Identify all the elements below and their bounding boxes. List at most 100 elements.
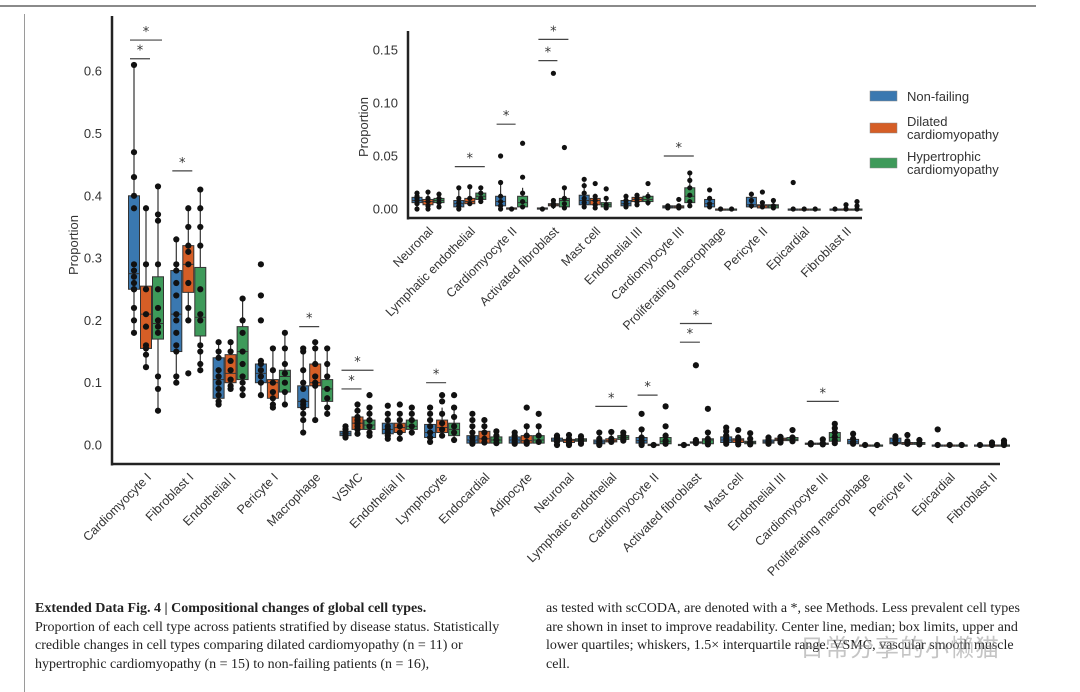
data-point bbox=[850, 440, 857, 447]
data-point bbox=[408, 410, 415, 417]
data-point bbox=[281, 388, 288, 396]
data-point bbox=[324, 360, 331, 368]
data-point bbox=[478, 190, 484, 196]
data-point bbox=[396, 423, 403, 430]
data-point bbox=[645, 200, 651, 206]
data-point bbox=[215, 367, 222, 374]
data-point bbox=[645, 193, 651, 199]
data-point bbox=[904, 440, 911, 447]
data-point bbox=[934, 426, 941, 433]
data-point bbox=[185, 370, 192, 377]
data-point bbox=[493, 432, 500, 439]
main-category-cardiomyocyte-iii bbox=[804, 420, 841, 448]
data-point bbox=[723, 440, 730, 447]
data-point bbox=[312, 360, 319, 368]
main-y-axis-label: Proportion bbox=[66, 215, 81, 275]
data-point bbox=[535, 432, 542, 439]
main-category-proliferating-macrophage bbox=[847, 430, 884, 449]
box-dilated-cardiomyopathy bbox=[140, 285, 152, 349]
data-point bbox=[469, 440, 476, 447]
data-point bbox=[257, 373, 264, 380]
data-point bbox=[197, 367, 204, 374]
data-point bbox=[173, 317, 180, 324]
data-point bbox=[831, 429, 838, 436]
inset-category-epicardial bbox=[787, 179, 821, 212]
data-point bbox=[946, 441, 953, 449]
data-point bbox=[789, 438, 796, 445]
main-category-endothelial-ii bbox=[381, 401, 418, 442]
inset-y-tick-label: 0.00 bbox=[373, 202, 398, 217]
data-point bbox=[577, 440, 585, 447]
main-category-pericyte-i bbox=[254, 261, 291, 411]
data-point bbox=[269, 379, 276, 386]
legend-label: Hypertrophic bbox=[907, 149, 981, 164]
main-category-fibroblast-i bbox=[170, 186, 207, 386]
data-point bbox=[154, 323, 162, 330]
data-point bbox=[142, 351, 150, 358]
data-point bbox=[603, 205, 609, 211]
inset-y-tick-label: 0.15 bbox=[373, 43, 398, 58]
page-top-rule bbox=[0, 5, 1036, 7]
caption-title: Extended Data Fig. 4 | Compositional cha… bbox=[35, 601, 427, 616]
data-point bbox=[523, 440, 530, 447]
data-point bbox=[239, 392, 246, 399]
data-point bbox=[396, 416, 403, 424]
data-point bbox=[269, 345, 276, 352]
main-category-adipocyte bbox=[508, 404, 545, 447]
data-point bbox=[142, 286, 150, 293]
significance-star: * bbox=[354, 355, 361, 370]
significance-star: * bbox=[608, 391, 615, 406]
data-point bbox=[130, 205, 138, 212]
data-point bbox=[520, 190, 526, 196]
data-point bbox=[481, 429, 488, 436]
data-point bbox=[281, 401, 288, 408]
significance-star: * bbox=[467, 152, 474, 167]
data-point bbox=[173, 379, 180, 386]
data-point bbox=[916, 441, 923, 448]
data-point bbox=[451, 436, 458, 444]
main-x-tick-label: Cardiomyocyte I bbox=[80, 470, 154, 544]
data-point bbox=[130, 304, 138, 312]
data-point bbox=[620, 437, 627, 444]
data-point bbox=[354, 430, 361, 437]
data-point bbox=[645, 180, 651, 187]
data-point bbox=[197, 223, 204, 231]
data-point bbox=[142, 311, 150, 318]
data-point bbox=[396, 401, 403, 408]
data-point bbox=[592, 205, 598, 211]
data-point bbox=[748, 191, 755, 197]
data-point bbox=[777, 439, 784, 446]
data-point bbox=[197, 186, 204, 193]
data-point bbox=[257, 317, 264, 324]
legend-swatch bbox=[869, 157, 898, 169]
data-point bbox=[493, 440, 500, 447]
inset-category-mast-cell bbox=[578, 176, 612, 211]
data-point bbox=[281, 360, 288, 368]
data-point bbox=[478, 198, 484, 205]
data-point bbox=[300, 410, 307, 417]
data-point bbox=[239, 348, 246, 355]
data-point bbox=[408, 404, 415, 411]
data-point bbox=[173, 292, 180, 299]
main-category-fibroblast-ii bbox=[974, 437, 1010, 449]
data-point bbox=[436, 191, 442, 197]
data-point bbox=[581, 183, 587, 189]
data-point bbox=[185, 304, 192, 312]
data-point bbox=[439, 432, 446, 439]
data-point bbox=[735, 441, 742, 448]
data-point bbox=[469, 416, 476, 424]
data-point bbox=[812, 206, 818, 212]
data-point bbox=[300, 416, 307, 424]
data-point bbox=[581, 190, 587, 196]
data-point bbox=[467, 195, 473, 201]
watermark: 日常分享的小懒猫 bbox=[800, 634, 1000, 662]
inset-category-lymphatic-endothelial bbox=[453, 184, 487, 212]
main-category-pericyte-ii bbox=[889, 431, 926, 448]
data-point bbox=[197, 360, 204, 368]
data-point bbox=[581, 204, 587, 210]
data-point bbox=[498, 206, 504, 212]
data-point bbox=[185, 223, 192, 231]
data-point bbox=[498, 193, 504, 199]
data-point bbox=[300, 429, 307, 436]
data-point bbox=[456, 206, 462, 212]
